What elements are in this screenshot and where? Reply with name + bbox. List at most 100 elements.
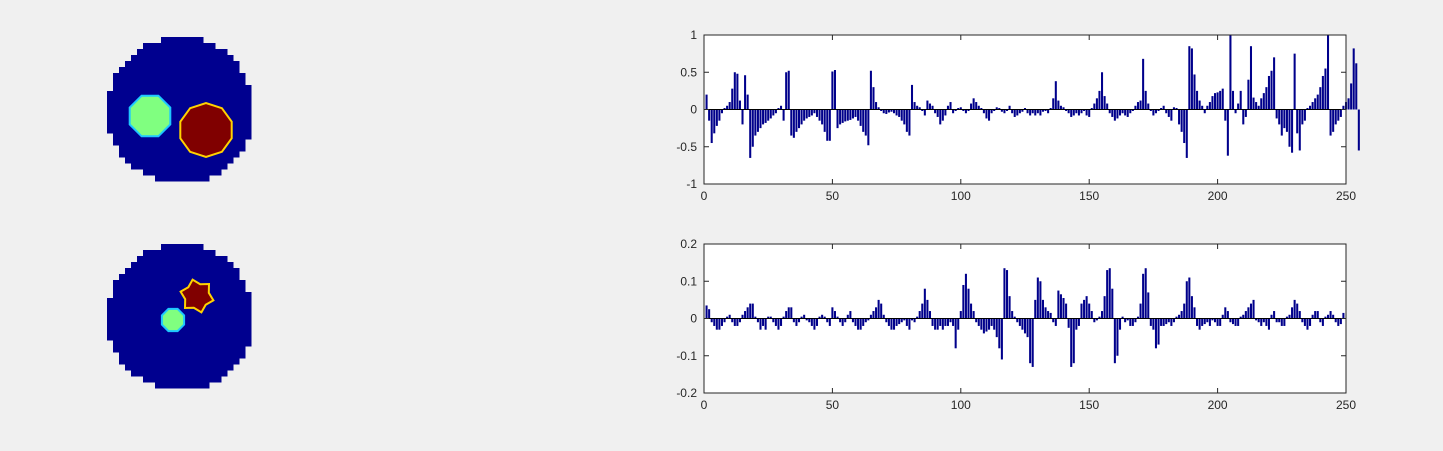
bar xyxy=(998,108,1001,110)
disk-pixel xyxy=(167,262,174,269)
x-tick-label: 0 xyxy=(701,189,708,203)
disk-pixel xyxy=(203,364,210,371)
disk-pixel xyxy=(209,97,216,104)
disk-pixel xyxy=(119,298,126,305)
bar xyxy=(1265,87,1268,110)
disk-pixel xyxy=(155,145,162,152)
bar xyxy=(931,318,934,326)
disk-pixel xyxy=(161,256,168,263)
bar xyxy=(1203,109,1206,114)
disk-pixel xyxy=(161,346,168,353)
bar xyxy=(1237,318,1240,326)
disk-pixel xyxy=(239,115,246,122)
disk-pixel xyxy=(191,352,198,359)
bar xyxy=(985,109,988,119)
disk-pixel xyxy=(155,304,162,311)
disk-pixel xyxy=(149,280,156,287)
disk-pixel xyxy=(215,376,222,383)
disk-pixel xyxy=(155,73,162,80)
disk-pixel xyxy=(131,292,138,299)
disk-pixel xyxy=(245,91,252,98)
disk-pixel xyxy=(185,310,192,317)
disk-pixel xyxy=(167,352,174,359)
bar xyxy=(1077,318,1080,326)
bar xyxy=(885,318,888,323)
disk-pixel xyxy=(179,145,186,152)
disk-pixel xyxy=(233,79,240,86)
disk-pixel xyxy=(227,85,234,92)
disk-pixel xyxy=(179,352,186,359)
bar xyxy=(780,105,783,110)
disk-pixel xyxy=(221,268,228,275)
disk-pixel xyxy=(233,103,240,110)
disk-pixel xyxy=(215,358,222,365)
bar xyxy=(1239,316,1242,319)
bar xyxy=(964,273,967,319)
disk-pixel xyxy=(179,364,186,371)
disk-pixel xyxy=(161,358,168,365)
bar xyxy=(926,100,929,110)
disk-pixel xyxy=(113,322,120,329)
bar xyxy=(769,316,772,319)
bar xyxy=(1247,79,1250,110)
disk-pixel xyxy=(131,55,138,62)
disk-pixel xyxy=(143,67,150,74)
disk-pixel xyxy=(107,127,114,134)
disk-pixel xyxy=(143,169,150,176)
bar xyxy=(710,318,713,323)
bar xyxy=(1291,109,1294,153)
disk-pixel xyxy=(227,346,234,353)
bar xyxy=(1124,109,1127,116)
disk-pixel xyxy=(161,340,168,347)
bar xyxy=(756,318,759,323)
disk-pixel xyxy=(137,163,144,170)
disk-pixel xyxy=(203,43,210,50)
disk-pixel xyxy=(203,85,210,92)
disk-pixel xyxy=(173,145,180,152)
disk-pixel xyxy=(245,85,252,92)
disk-pixel xyxy=(185,49,192,56)
disk-pixel xyxy=(185,79,192,86)
disk-pixel xyxy=(161,364,168,371)
y-tick-label: 0 xyxy=(690,103,697,117)
bar xyxy=(1034,299,1037,319)
disk-pixel xyxy=(149,67,156,74)
disk-pixel xyxy=(239,127,246,134)
disk-pixel xyxy=(125,73,132,80)
bar xyxy=(1080,303,1083,319)
disk-pixel xyxy=(209,376,216,383)
disk-pixel xyxy=(125,115,132,122)
disk-pixel xyxy=(167,37,174,44)
disk-pixel xyxy=(143,79,150,86)
bar xyxy=(867,109,870,146)
disk-pixel xyxy=(167,61,174,68)
bar xyxy=(1275,318,1278,323)
bar xyxy=(931,105,934,110)
disk-pixel xyxy=(209,169,216,176)
disk-pixel xyxy=(149,151,156,158)
bar xyxy=(918,107,921,110)
bar xyxy=(1118,109,1122,116)
bar xyxy=(1314,311,1317,319)
disk-pixel xyxy=(227,292,234,299)
disk-pixel xyxy=(203,346,210,353)
bar xyxy=(849,311,852,319)
bar xyxy=(728,102,731,110)
bar xyxy=(1216,318,1219,326)
bar xyxy=(1255,102,1258,110)
disk-pixel xyxy=(215,340,222,347)
disk-pixel xyxy=(245,133,252,140)
bar xyxy=(808,318,811,323)
disk-pixel xyxy=(161,133,168,140)
disk-pixel xyxy=(185,163,192,170)
disk-pixel xyxy=(191,157,198,164)
disk-pixel xyxy=(167,304,174,311)
disk-pixel xyxy=(185,97,192,104)
disk-pixel xyxy=(197,262,204,269)
disk-pixel xyxy=(143,310,150,317)
bar xyxy=(1327,314,1330,319)
disk-pixel xyxy=(149,250,156,257)
bar xyxy=(749,109,752,158)
disk-pixel xyxy=(131,139,138,146)
bar xyxy=(944,318,947,326)
